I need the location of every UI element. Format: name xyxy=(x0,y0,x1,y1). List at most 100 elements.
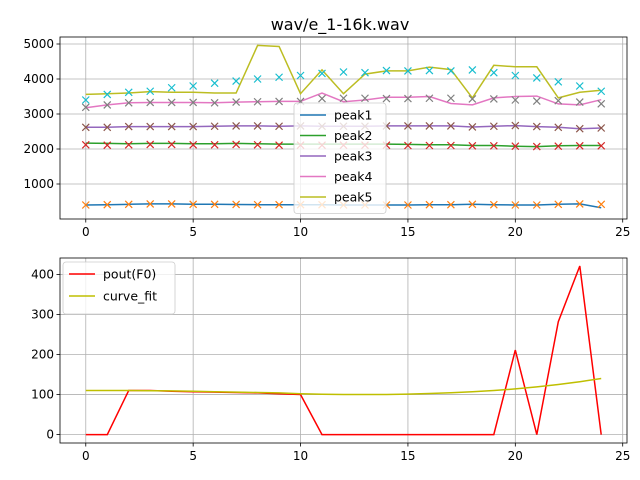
marker-peak3 xyxy=(81,123,90,132)
marker-peak2 xyxy=(232,140,241,149)
marker-peak4 xyxy=(210,98,219,107)
x-tick-label: 5 xyxy=(189,225,197,239)
marker-peak5 xyxy=(81,96,90,104)
marker-peak5 xyxy=(124,88,133,97)
marker-peak1 xyxy=(232,200,241,209)
y-tick-label: 0 xyxy=(46,428,54,442)
marker-peak2 xyxy=(554,142,563,151)
marker-peak3 xyxy=(489,122,498,131)
y-tick-label: 5000 xyxy=(23,37,54,51)
marker-peak5 xyxy=(404,67,412,75)
marker-peak2 xyxy=(575,141,584,150)
marker-peak1 xyxy=(404,201,412,209)
legend-label: pout(F0) xyxy=(103,267,156,282)
marker-peak1 xyxy=(210,200,219,209)
marker-peak4 xyxy=(554,96,563,105)
marker-peak4 xyxy=(146,98,155,107)
y-tick-label: 300 xyxy=(31,307,54,321)
marker-peak2 xyxy=(532,142,541,151)
x-tick-label: 15 xyxy=(400,225,415,239)
marker-peak4 xyxy=(468,95,477,103)
marker-peak1 xyxy=(597,200,606,209)
marker-peak2 xyxy=(253,140,262,149)
legend-box xyxy=(293,102,387,214)
y-tick-label: 400 xyxy=(31,267,54,281)
marker-peak5 xyxy=(575,82,584,90)
series-line-curve-fit xyxy=(85,377,602,396)
marker-peak4 xyxy=(339,94,348,103)
marker-peak3 xyxy=(275,122,283,131)
marker-peak2 xyxy=(124,140,133,149)
marker-peak3 xyxy=(554,123,563,132)
marker-peak3 xyxy=(468,123,477,131)
marker-peak2 xyxy=(425,141,434,150)
x-tick-label: 0 xyxy=(82,449,90,463)
marker-peak2 xyxy=(446,141,455,150)
marker-peak4 xyxy=(361,94,369,103)
legend-label: peak2 xyxy=(334,128,372,143)
legend: peak1 peak2 peak3 peak4 peak5 xyxy=(293,102,387,214)
marker-peak3 xyxy=(511,121,520,130)
marker-peak5 xyxy=(318,69,326,78)
marker-peak1 xyxy=(81,201,90,209)
x-tick-label: 25 xyxy=(615,449,630,463)
legend-label: peak4 xyxy=(334,169,373,184)
marker-peak5 xyxy=(146,87,155,96)
legend-label: peak1 xyxy=(334,108,372,123)
marker-peak3 xyxy=(446,121,455,130)
marker-peak4 xyxy=(232,98,241,107)
marker-peak3 xyxy=(103,123,112,132)
marker-peak1 xyxy=(575,200,584,208)
marker-peak1 xyxy=(253,200,262,209)
marker-peak5 xyxy=(189,82,198,90)
y-tick-label: 200 xyxy=(31,348,54,362)
marker-peak5 xyxy=(468,65,477,74)
marker-peak4 xyxy=(404,94,412,103)
marker-peak1 xyxy=(103,200,112,209)
marker-peak4 xyxy=(597,99,606,108)
marker-peak5 xyxy=(382,66,391,75)
marker-peak4 xyxy=(511,96,520,104)
marker-peak3 xyxy=(146,122,155,131)
marker-peak3 xyxy=(404,121,412,130)
marker-peak2 xyxy=(103,141,112,150)
marker-peak2 xyxy=(146,140,155,149)
marker-peak5 xyxy=(339,68,348,76)
marker-peak3 xyxy=(167,122,176,131)
marker-peak5 xyxy=(532,74,541,82)
y-tick-label: 4000 xyxy=(23,72,54,86)
marker-peak3 xyxy=(425,121,434,130)
legend-entry: peak3 xyxy=(300,149,372,164)
marker-peak5 xyxy=(296,71,305,80)
marker-peak2 xyxy=(597,141,606,150)
marker-peak4 xyxy=(318,94,326,103)
x-tick-label: 5 xyxy=(189,449,197,463)
marker-peak3 xyxy=(532,122,541,131)
marker-peak1 xyxy=(468,200,477,209)
x-tick-label: 20 xyxy=(508,225,523,239)
x-tick-label: 20 xyxy=(508,449,523,463)
marker-peak4 xyxy=(575,98,584,107)
marker-peak2 xyxy=(275,141,283,150)
marker-peak2 xyxy=(81,140,90,149)
marker-peak4 xyxy=(275,97,283,106)
marker-peak2 xyxy=(189,140,198,149)
marker-peak1 xyxy=(124,200,133,209)
marker-peak1 xyxy=(425,200,434,209)
marker-peak2 xyxy=(489,141,498,150)
marker-peak5 xyxy=(511,71,520,80)
marker-peak4 xyxy=(382,94,391,103)
marker-peak4 xyxy=(124,98,133,107)
legend-entry: curve_fit xyxy=(69,289,157,304)
y-tick-label: 2000 xyxy=(23,142,54,156)
marker-peak5 xyxy=(446,67,455,75)
axes-frame xyxy=(59,257,628,444)
marker-peak1 xyxy=(532,201,541,209)
x-tick-label: 10 xyxy=(293,449,308,463)
legend-entry: peak4 xyxy=(300,169,373,184)
marker-peak5 xyxy=(554,77,563,86)
marker-peak3 xyxy=(575,124,584,133)
chart-title: wav/e_1-16k.wav xyxy=(271,15,410,35)
axes-frame xyxy=(59,36,628,220)
